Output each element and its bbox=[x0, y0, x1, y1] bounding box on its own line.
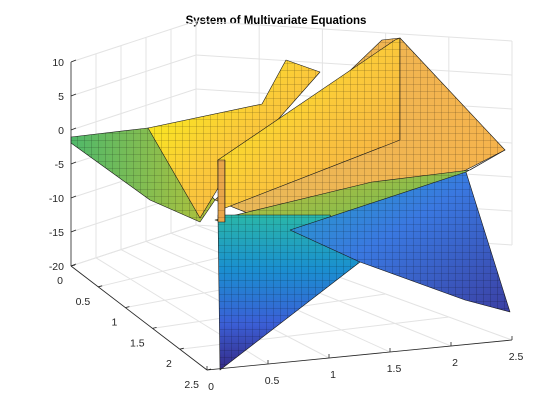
z-tick-label: 0 bbox=[58, 125, 64, 137]
y-tick-label: 1.5 bbox=[130, 337, 145, 349]
x-tick-label: 1 bbox=[330, 369, 336, 381]
z-tick-label: -20 bbox=[49, 261, 64, 273]
y-tick-mark bbox=[98, 285, 103, 288]
x-tick-label: 2.5 bbox=[509, 351, 524, 363]
y-tick-mark bbox=[206, 368, 212, 371]
x-tick-label: 0.5 bbox=[265, 375, 280, 387]
y-tick-mark bbox=[70, 264, 76, 267]
grid-line-z bbox=[70, 54, 197, 97]
chart-title: System of Multivariate Equations bbox=[186, 15, 367, 27]
tick-layer: 10 5 0 -5 -10 -15 -20 0 0.5 1 1.5 2 2.5 0 0.5 1 1.5 2 2.5 bbox=[49, 57, 524, 393]
x-axis-line bbox=[206, 339, 513, 371]
y-tick-label: 0.5 bbox=[76, 296, 91, 308]
y-tick-label: 0 bbox=[57, 275, 63, 287]
y-tick-mark bbox=[179, 347, 184, 350]
surface-left-green-sheet-mesh bbox=[71, 128, 215, 222]
grid-line-z-back bbox=[195, 20, 513, 42]
grid-line-z-back bbox=[195, 54, 513, 76]
z-tick-label: -15 bbox=[49, 227, 64, 239]
surface-layer bbox=[70, 37, 511, 371]
surface-wall-blue-mesh bbox=[218, 215, 360, 370]
z-tick-mark bbox=[70, 229, 77, 233]
y-tick-mark bbox=[152, 327, 157, 329]
surface-yellow-top-mesh bbox=[148, 60, 320, 218]
z-tick-mark bbox=[70, 195, 77, 199]
x-tick-label: 0 bbox=[208, 381, 214, 393]
x-tick-label: 1.5 bbox=[387, 363, 402, 375]
surface-wall-front-mesh bbox=[218, 160, 225, 222]
z-tick-label: 5 bbox=[58, 91, 64, 103]
y-axis-line bbox=[70, 265, 208, 371]
y-tick-label: 2 bbox=[166, 358, 172, 370]
z-tick-mark bbox=[70, 59, 77, 63]
x-tick-label: 2 bbox=[452, 357, 458, 369]
surface-wall-tall-yellow-mesh bbox=[218, 38, 400, 210]
axis-layer bbox=[70, 59, 513, 371]
z-tick-label: -10 bbox=[49, 193, 64, 205]
grid-line-floor-a bbox=[70, 224, 197, 267]
y-tick-label: 1 bbox=[112, 317, 118, 329]
z-tick-label: 10 bbox=[52, 57, 64, 69]
z-tick-mark bbox=[70, 93, 77, 97]
grid-line-z bbox=[70, 20, 197, 63]
y-tick-mark bbox=[125, 306, 130, 308]
z-tick-mark bbox=[70, 161, 77, 165]
z-tick-label: -5 bbox=[55, 159, 64, 171]
z-tick-mark bbox=[70, 127, 77, 131]
y-tick-label: 2.5 bbox=[184, 379, 199, 391]
surface-right-blue-mesh bbox=[290, 172, 510, 312]
grid-line-z bbox=[70, 88, 197, 131]
